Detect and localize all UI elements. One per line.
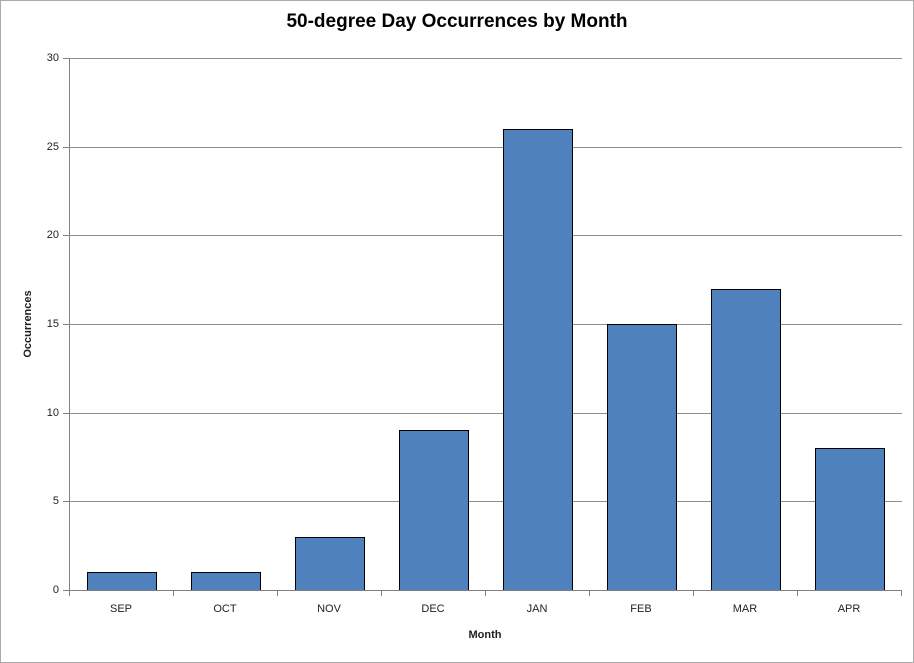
y-tick-label: 10: [46, 406, 59, 419]
bar-cell-dec: [382, 58, 486, 590]
x-tick-mark: [589, 591, 590, 596]
y-tick-mark: [63, 235, 69, 237]
y-tick-mark: [63, 324, 69, 325]
gridline: [70, 324, 902, 325]
x-tick-label-feb: FEB: [630, 603, 652, 615]
x-axis-title: Month: [468, 629, 502, 641]
gridline: [70, 235, 902, 237]
x-tick-label-jan: JAN: [526, 603, 548, 615]
gridline: [70, 501, 902, 503]
x-tick-label-nov: NOV: [317, 603, 341, 615]
x-tick-mark: [381, 591, 382, 596]
bar-cell-jan: [486, 58, 590, 590]
bar-mar: [711, 288, 781, 590]
gridline: [70, 58, 902, 59]
y-tick-label: 30: [46, 52, 59, 64]
y-tick-label: 20: [46, 229, 59, 242]
bar-oct: [191, 572, 261, 590]
y-tick-mark: [63, 412, 69, 414]
bar-cell-oct: [174, 58, 278, 590]
y-tick-mark: [63, 501, 69, 503]
y-tick-label: 0: [52, 584, 59, 596]
bar-cell-sep: [70, 58, 174, 590]
x-tick-mark: [69, 591, 70, 596]
y-tick-mark: [63, 590, 69, 591]
x-tick-label-sep: SEP: [109, 603, 132, 615]
x-tick-mark: [901, 591, 902, 596]
x-tick-label-mar: MAR: [732, 603, 758, 615]
gridline: [70, 146, 902, 148]
bar-cell-mar: [694, 58, 798, 590]
x-tick-label-apr: APR: [837, 603, 861, 615]
bar-cell-nov: [278, 58, 382, 590]
gridline: [70, 412, 902, 414]
y-tick-label: 15: [46, 318, 59, 330]
bar-feb: [607, 324, 677, 590]
bar-dec: [399, 430, 469, 590]
x-tick-mark: [693, 591, 694, 596]
x-tick-label-dec: DEC: [421, 603, 445, 615]
x-tick-mark: [485, 591, 486, 596]
y-tick-label: 25: [46, 140, 59, 153]
x-tick-label-oct: OCT: [213, 603, 237, 615]
x-tick-mark: [173, 591, 174, 596]
y-tick-mark: [63, 58, 69, 59]
bar-sep: [87, 572, 157, 590]
bar-cell-feb: [590, 58, 694, 590]
y-tick-label: 5: [52, 495, 59, 508]
bar-cell-apr: [798, 58, 902, 590]
x-tick-mark: [797, 591, 798, 596]
bars-layer: [70, 58, 902, 590]
bar-jan: [503, 128, 573, 590]
x-tick-mark: [277, 591, 278, 596]
plot-area: [69, 58, 902, 591]
y-tick-mark: [63, 146, 69, 148]
bar-apr: [815, 448, 885, 590]
chart-title: 50-degree Day Occurrences by Month: [286, 11, 628, 32]
bar-nov: [295, 536, 365, 590]
